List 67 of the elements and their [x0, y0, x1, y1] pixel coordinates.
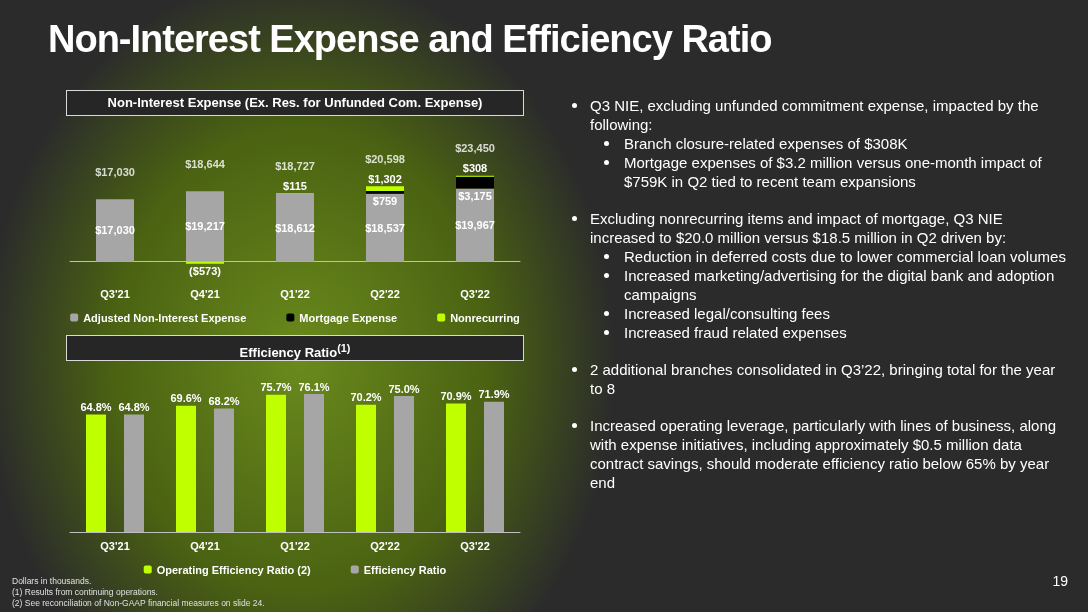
- total-label: $17,030: [95, 165, 135, 178]
- text: Non-Interest Expense and Efficiency Ratio: [48, 18, 772, 61]
- bar: [304, 394, 324, 532]
- data-label: 76.1%: [298, 380, 330, 393]
- bar: [356, 404, 376, 532]
- x-tick-label: Q1'22: [280, 287, 310, 300]
- data-label: 64.8%: [118, 401, 150, 414]
- total-label: $20,598: [365, 152, 405, 165]
- data-label: 70.2%: [350, 391, 382, 404]
- data-label: $1,302: [368, 172, 402, 185]
- data-label: $3,175: [458, 189, 492, 202]
- x-tick-label: Q3'22: [460, 539, 490, 552]
- x-tick-label: Q4'21: [190, 539, 220, 552]
- x-tick-label: Q2'22: [370, 287, 400, 300]
- text: 19: [1052, 573, 1068, 589]
- x-tick-label: Q3'21: [100, 539, 130, 552]
- data-label: 71.9%: [478, 388, 510, 401]
- text: (2) See reconciliation of Non-GAAP financial measures on slide 24.: [12, 598, 265, 609]
- bar: [366, 190, 404, 194]
- legend-label: Nonrecurring: [450, 311, 520, 324]
- total-label: $18,727: [275, 159, 315, 172]
- chart-title: Non-Interest Expense (Ex. Res. for Unfunded Com. Expense): [66, 90, 524, 116]
- bar: [176, 405, 196, 532]
- text: Increased fraud related expenses: [623, 323, 848, 342]
- chart-title: Efficiency Ratio$^{(1)}$: [66, 335, 524, 361]
- x-tick-label: Q4'21: [190, 287, 220, 300]
- text: Dollars in thousands.: [12, 576, 93, 587]
- legend-label: Adjusted Non-Interest Expense: [83, 311, 247, 324]
- legend-label: Efficiency Ratio: [363, 563, 447, 576]
- bar: [394, 396, 414, 532]
- bar: [484, 401, 504, 532]
- legend-label: Operating Efficiency Ratio (2): [156, 563, 312, 576]
- text: Reduction in deferred costs due to lower commercial loan volumes: [623, 247, 1067, 266]
- legend-label: Mortgage Expense: [299, 311, 398, 324]
- data-label: 69.6%: [170, 392, 202, 405]
- bar: [86, 414, 106, 532]
- data-label: 75.0%: [388, 382, 420, 395]
- text: 2 additional branches consolidated in Q3’22, bringing total for the year to 8: [589, 360, 1057, 398]
- bar: [124, 414, 144, 532]
- x-tick-label: Q3'21: [100, 287, 130, 300]
- text: (1) Results from continuing operations.: [12, 587, 159, 598]
- text: Increased legal/consulting fees: [623, 304, 831, 323]
- data-label: $308: [462, 162, 488, 175]
- x-tick-label: Q2'22: [370, 539, 400, 552]
- bar: [366, 186, 404, 191]
- data-label: 68.2%: [208, 394, 240, 407]
- bar: [186, 261, 224, 264]
- data-label: 75.7%: [260, 381, 292, 394]
- data-label: $115: [283, 179, 307, 192]
- data-label: $759: [372, 195, 398, 208]
- text: Mortgage expenses of $3.2 million versus one-month impact of $759K in Q2 tied to recent team expansions: [623, 153, 1043, 191]
- bar: [214, 408, 234, 532]
- text: Increased marketing/advertising for the digital bank and adoption campaigns: [623, 266, 1056, 304]
- text: Increased operating leverage, particularly with lines of business, along with expense initiatives, including approximately $0.5 million data contract savings, should moderate efficiency ratio below 65% by year end: [589, 416, 1058, 492]
- total-label: $23,450: [455, 142, 495, 155]
- text: Q3 NIE, excluding unfunded commitment expense, impacted by the following:: [589, 96, 1040, 134]
- text: Branch closure-related expenses of $308K: [623, 134, 909, 153]
- bar: [456, 176, 494, 189]
- bar: [266, 394, 286, 532]
- x-tick-label: Q1'22: [280, 539, 310, 552]
- x-tick-label: Q3'22: [460, 287, 490, 300]
- data-label: 64.8%: [80, 401, 112, 414]
- data-label: ($573): [189, 265, 222, 278]
- total-label: $18,644: [185, 157, 226, 170]
- bar: [446, 403, 466, 532]
- data-label: 70.9%: [440, 389, 472, 402]
- text: Excluding nonrecurring items and impact of mortgage, Q3 NIE increased to $20.0 million versus $18.5 million in Q2 driven by:: [589, 209, 1008, 247]
